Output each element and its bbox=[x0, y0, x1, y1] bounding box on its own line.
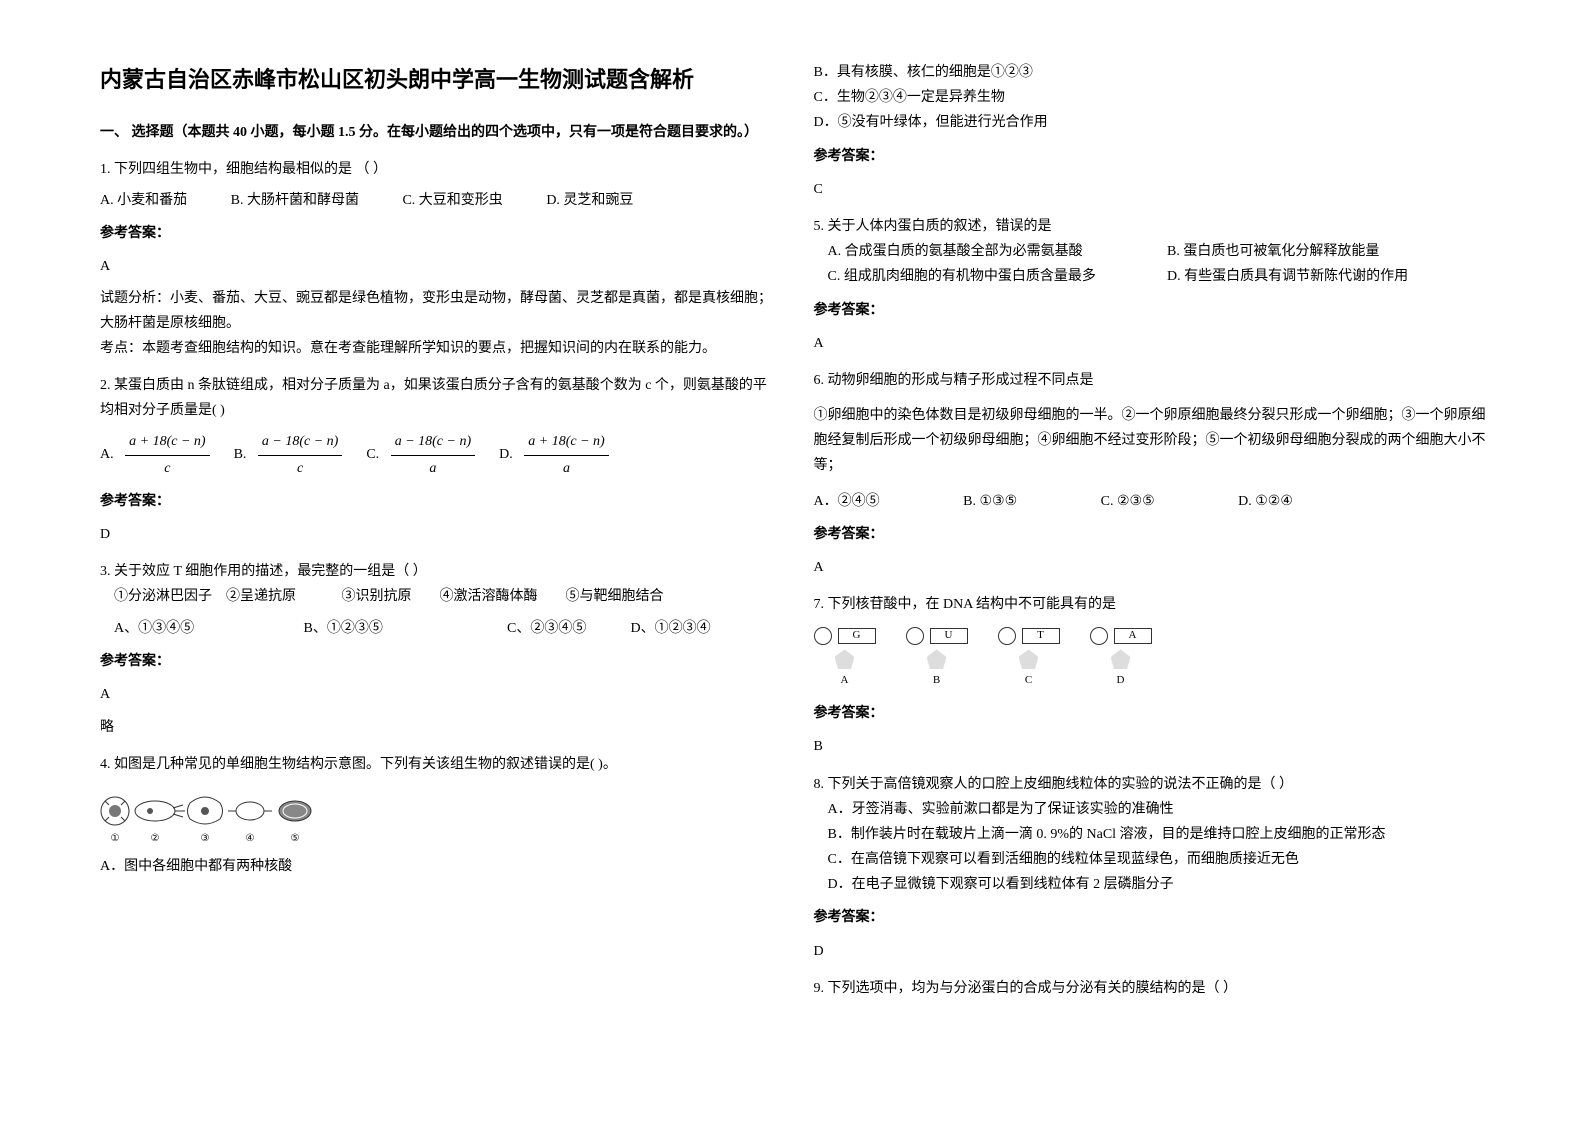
q1-opt-a: A. 小麦和番茄 bbox=[100, 188, 187, 213]
q4-answer-label: 参考答案： bbox=[814, 144, 1488, 169]
question-1: 1. 下列四组生物中，细胞结构最相似的是 （ ） A. 小麦和番茄 B. 大肠杆… bbox=[100, 157, 774, 361]
q4-opt-a: A．图中各细胞中都有两种核酸 bbox=[100, 854, 774, 879]
q3-opt-d: D、①②③④ bbox=[631, 616, 711, 641]
q7-stem: 7. 下列核苷酸中，在 DNA 结构中不可能具有的是 bbox=[814, 592, 1488, 617]
q2-answer: D bbox=[100, 522, 774, 547]
q6-opt-c: C. ②③⑤ bbox=[1101, 489, 1155, 514]
question-5: 5. 关于人体内蛋白质的叙述，错误的是 A. 合成蛋白质的氨基酸全部为必需氨基酸… bbox=[814, 214, 1488, 356]
q7-nuc-b: U B bbox=[906, 627, 968, 691]
q9-stem: 9. 下列选项中，均为与分泌蛋白的合成与分泌有关的膜结构的是（ ） bbox=[814, 976, 1488, 1001]
q6-answer-label: 参考答案： bbox=[814, 522, 1488, 547]
q7-label-d: D bbox=[1117, 671, 1125, 691]
q2-answer-label: 参考答案： bbox=[100, 489, 774, 514]
q7-answer-label: 参考答案： bbox=[814, 701, 1488, 726]
q3-explanation: 略 bbox=[100, 715, 774, 740]
q8-answer: D bbox=[814, 939, 1488, 964]
q5-opt-a: A. 合成蛋白质的氨基酸全部为必需氨基酸 bbox=[814, 239, 1164, 264]
q1-answer: A bbox=[100, 254, 774, 279]
q6-opt-a: A．②④⑤ bbox=[814, 489, 880, 514]
q7-nuc-c: T C bbox=[998, 627, 1060, 691]
q2-opt-c: C. a − 18(c − n)a bbox=[366, 429, 479, 480]
q7-base-a: A bbox=[1114, 628, 1152, 644]
q6-opt-d: D. ①②④ bbox=[1238, 489, 1293, 514]
q3-answer: A bbox=[100, 682, 774, 707]
q5-opt-d: D. 有些蛋白质具有调节新陈代谢的作用 bbox=[1167, 269, 1408, 284]
q5-opt-b: B. 蛋白质也可被氧化分解释放能量 bbox=[1167, 244, 1379, 259]
q4-diagram: ① ② ③ ④ bbox=[100, 786, 774, 846]
q7-base-g: G bbox=[838, 628, 876, 644]
q8-opt-a: A．牙签消毒、实验前漱口都是为了保证该实验的准确性 bbox=[814, 797, 1488, 822]
q1-answer-label: 参考答案： bbox=[100, 221, 774, 246]
q6-opt-b: B. ①③⑤ bbox=[963, 489, 1017, 514]
question-6: 6. 动物卵细胞的形成与精子形成过程不同点是 ①卵细胞中的染色体数目是初级卵母细… bbox=[814, 368, 1488, 580]
q3-opt-b: B、①②③⑤ bbox=[304, 616, 504, 641]
q8-answer-label: 参考答案： bbox=[814, 905, 1488, 930]
q5-row2: C. 组成肌肉细胞的有机物中蛋白质含量最多 D. 有些蛋白质具有调节新陈代谢的作… bbox=[814, 264, 1488, 289]
q4-opt-c: C．生物②③④一定是异养生物 bbox=[814, 85, 1488, 110]
question-3: 3. 关于效应 T 细胞作用的描述，最完整的一组是（ ） ①分泌淋巴因子 ②呈递… bbox=[100, 559, 774, 740]
right-column: B．具有核膜、核仁的细胞是①②③ C．生物②③④一定是异养生物 D．⑤没有叶绿体… bbox=[814, 60, 1488, 1062]
q7-answer: B bbox=[814, 734, 1488, 759]
cell-diagram-svg: ① ② ③ ④ bbox=[100, 786, 320, 846]
question-9: 9. 下列选项中，均为与分泌蛋白的合成与分泌有关的膜结构的是（ ） bbox=[814, 976, 1488, 1001]
q1-explanation-2: 考点：本题考查细胞结构的知识。意在考查能理解所学知识的要点，把握知识间的内在联系… bbox=[100, 336, 774, 361]
q1-explanation-1: 试题分析：小麦、番茄、大豆、豌豆都是绿色植物，变形虫是动物，酵母菌、灵芝都是真菌… bbox=[100, 286, 774, 336]
question-7: 7. 下列核苷酸中，在 DNA 结构中不可能具有的是 G A U B T C A… bbox=[814, 592, 1488, 759]
left-column: 内蒙古自治区赤峰市松山区初头朗中学高一生物测试题含解析 一、 选择题（本题共 4… bbox=[100, 60, 774, 1062]
q1-opt-c: C. 大豆和变形虫 bbox=[402, 188, 502, 213]
q3-options: A、①③④⑤ B、①②③⑤ C、②③④⑤ D、①②③④ bbox=[100, 616, 774, 641]
q5-answer-label: 参考答案： bbox=[814, 298, 1488, 323]
q5-stem: 5. 关于人体内蛋白质的叙述，错误的是 bbox=[814, 214, 1488, 239]
q1-stem: 1. 下列四组生物中，细胞结构最相似的是 （ ） bbox=[100, 157, 774, 182]
q4-answer: C bbox=[814, 177, 1488, 202]
q3-items: ①分泌淋巴因子 ②呈递抗原 ③识别抗原 ④激活溶酶体酶 ⑤与靶细胞结合 bbox=[100, 584, 774, 609]
question-8: 8. 下列关于高倍镜观察人的口腔上皮细胞线粒体的实验的说法不正确的是（ ） A．… bbox=[814, 772, 1488, 964]
q3-stem: 3. 关于效应 T 细胞作用的描述，最完整的一组是（ ） bbox=[100, 559, 774, 584]
q1-opt-b: B. 大肠杆菌和酵母菌 bbox=[231, 188, 359, 213]
q3-answer-label: 参考答案： bbox=[100, 649, 774, 674]
q3-opt-c: C、②③④⑤ bbox=[507, 616, 627, 641]
svg-text:④: ④ bbox=[246, 833, 255, 844]
q7-nuc-d: A D bbox=[1090, 627, 1152, 691]
q8-opt-b: B．制作装片时在载玻片上滴一滴 0. 9%的 NaCl 溶液，目的是维持口腔上皮… bbox=[814, 822, 1488, 847]
q7-label-c: C bbox=[1025, 671, 1032, 691]
q2-opt-b: B. a − 18(c − n)c bbox=[234, 429, 347, 480]
q7-base-t: T bbox=[1022, 628, 1060, 644]
q8-opt-d: D．在电子显微镜下观察可以看到线粒体有 2 层磷脂分子 bbox=[814, 872, 1488, 897]
svg-text:①: ① bbox=[111, 833, 120, 844]
q6-options: A．②④⑤ B. ①③⑤ C. ②③⑤ D. ①②④ bbox=[814, 489, 1488, 514]
q6-answer: A bbox=[814, 555, 1488, 580]
q2-stem: 2. 某蛋白质由 n 条肽链组成，相对分子质量为 a，如果该蛋白质分子含有的氨基… bbox=[100, 373, 774, 423]
q1-opt-d: D. 灵芝和豌豆 bbox=[546, 188, 633, 213]
svg-text:②: ② bbox=[151, 833, 160, 844]
q6-stem: 6. 动物卵细胞的形成与精子形成过程不同点是 bbox=[814, 368, 1488, 393]
q8-opt-c: C．在高倍镜下观察可以看到活细胞的线粒体呈现蓝绿色，而细胞质接近无色 bbox=[814, 847, 1488, 872]
q4-stem: 4. 如图是几种常见的单细胞生物结构示意图。下列有关该组生物的叙述错误的是( )… bbox=[100, 752, 774, 777]
question-2: 2. 某蛋白质由 n 条肽链组成，相对分子质量为 a，如果该蛋白质分子含有的氨基… bbox=[100, 373, 774, 547]
q7-nuc-a: G A bbox=[814, 627, 876, 691]
q5-opt-c: C. 组成肌肉细胞的有机物中蛋白质含量最多 bbox=[814, 264, 1164, 289]
q5-row1: A. 合成蛋白质的氨基酸全部为必需氨基酸 B. 蛋白质也可被氧化分解释放能量 bbox=[814, 239, 1488, 264]
q2-opt-a: A. a + 18(c − n)c bbox=[100, 429, 214, 480]
q2-options: A. a + 18(c − n)c B. a − 18(c − n)c C. a… bbox=[100, 429, 774, 480]
q8-stem: 8. 下列关于高倍镜观察人的口腔上皮细胞线粒体的实验的说法不正确的是（ ） bbox=[814, 772, 1488, 797]
q4-opt-d: D．⑤没有叶绿体，但能进行光合作用 bbox=[814, 110, 1488, 135]
svg-text:③: ③ bbox=[201, 833, 210, 844]
svg-text:⑤: ⑤ bbox=[291, 833, 300, 844]
q2-opt-d: D. a + 18(c − n)a bbox=[499, 429, 613, 480]
q7-diagram: G A U B T C A D bbox=[814, 627, 1488, 691]
q6-desc: ①卵细胞中的染色体数目是初级卵母细胞的一半。②一个卵原细胞最终分裂只形成一个卵细… bbox=[814, 403, 1488, 479]
q7-label-b: B bbox=[933, 671, 940, 691]
q4-opt-b: B．具有核膜、核仁的细胞是①②③ bbox=[814, 60, 1488, 85]
page-title: 内蒙古自治区赤峰市松山区初头朗中学高一生物测试题含解析 bbox=[100, 60, 774, 100]
q5-answer: A bbox=[814, 331, 1488, 356]
section-header: 一、 选择题（本题共 40 小题，每小题 1.5 分。在每小题给出的四个选项中，… bbox=[100, 120, 774, 145]
question-4: 4. 如图是几种常见的单细胞生物结构示意图。下列有关该组生物的叙述错误的是( )… bbox=[100, 752, 774, 878]
q3-opt-a: A、①③④⑤ bbox=[100, 616, 300, 641]
q1-options: A. 小麦和番茄 B. 大肠杆菌和酵母菌 C. 大豆和变形虫 D. 灵芝和豌豆 bbox=[100, 188, 774, 213]
q7-label-a: A bbox=[841, 671, 849, 691]
q7-base-u: U bbox=[930, 628, 968, 644]
